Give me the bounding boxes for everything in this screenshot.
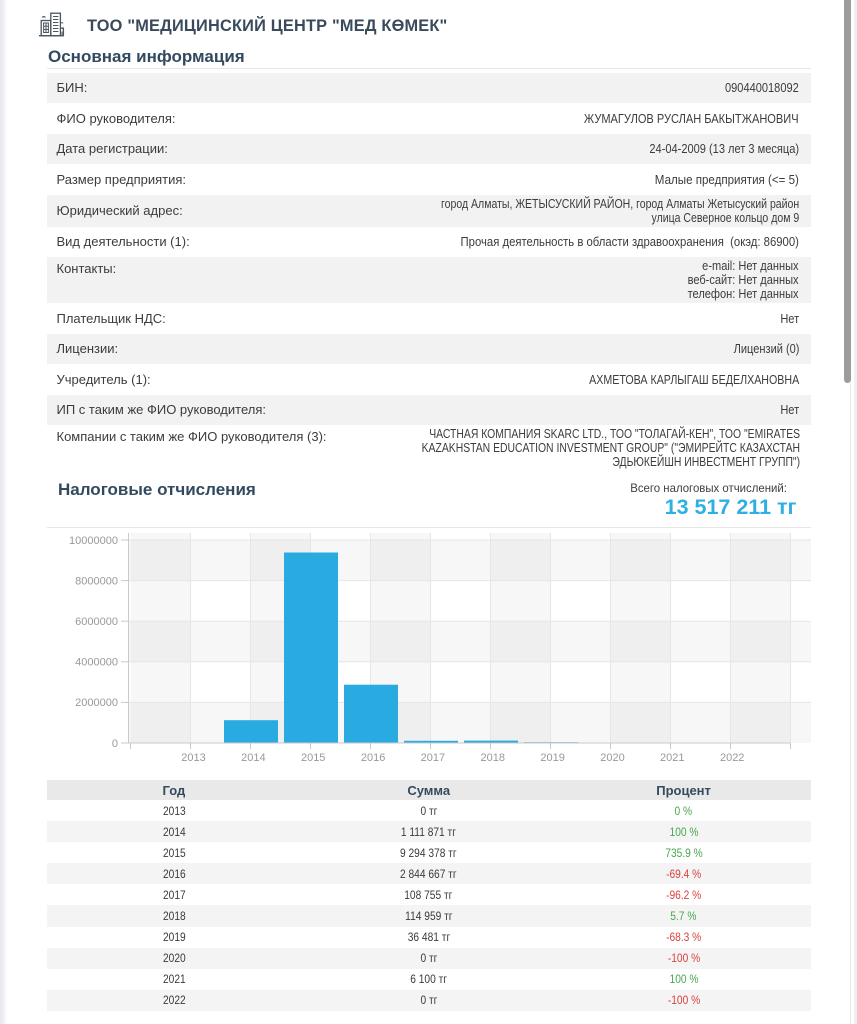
svg-text:10000000: 10000000 bbox=[69, 535, 118, 547]
svg-text:0: 0 bbox=[112, 738, 118, 750]
svg-text:2018: 2018 bbox=[481, 752, 505, 764]
svg-text:2016: 2016 bbox=[361, 752, 385, 764]
svg-text:4000000: 4000000 bbox=[75, 657, 118, 669]
svg-text:2013: 2013 bbox=[181, 752, 205, 764]
svg-text:2015: 2015 bbox=[301, 752, 325, 764]
svg-text:2022: 2022 bbox=[720, 752, 744, 764]
svg-text:2021: 2021 bbox=[660, 752, 684, 764]
svg-text:2020: 2020 bbox=[600, 752, 624, 764]
svg-text:8000000: 8000000 bbox=[75, 575, 118, 587]
svg-text:6000000: 6000000 bbox=[75, 616, 118, 628]
svg-text:2019: 2019 bbox=[540, 752, 564, 764]
svg-text:2000000: 2000000 bbox=[75, 697, 118, 709]
svg-text:2014: 2014 bbox=[241, 752, 265, 764]
svg-text:2017: 2017 bbox=[421, 752, 445, 764]
